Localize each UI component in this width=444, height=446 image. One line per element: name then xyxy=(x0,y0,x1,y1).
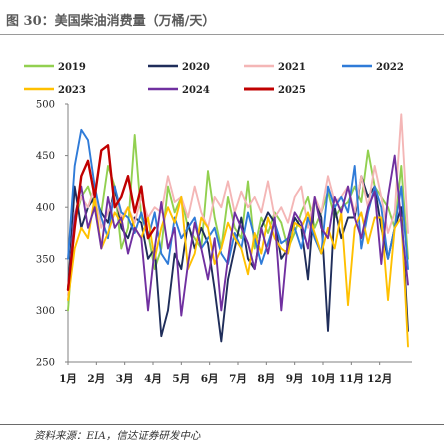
y-tick-label: 250 xyxy=(36,358,55,369)
axes: 250 300 350 400 450 500 1月 2月 3月 4月 5月 6月 7月 8月 9月 10月 1… xyxy=(36,100,412,385)
source-note: 资料来源：EIA，信达证券研发中心 xyxy=(34,430,201,442)
legend-item-2019: 2019 xyxy=(24,62,86,73)
x-tick-label: 7月 xyxy=(229,373,247,385)
legend-item-2023: 2023 xyxy=(24,85,86,96)
title-divider xyxy=(0,34,444,35)
series-line-2024 xyxy=(67,154,409,317)
legend-label-2022: 2022 xyxy=(376,62,404,73)
legend-label-2019: 2019 xyxy=(58,62,86,73)
legend-item-2024: 2024 xyxy=(148,85,210,96)
legend-item-2022: 2022 xyxy=(342,62,404,73)
x-tick-label: 11月 xyxy=(339,373,364,385)
x-tick-label: 5月 xyxy=(172,373,190,385)
series-layer xyxy=(66,113,409,348)
x-tick-label: 2月 xyxy=(87,373,105,385)
source-divider xyxy=(0,424,444,425)
legend-item-2025: 2025 xyxy=(244,85,306,96)
x-tick-label: 10月 xyxy=(310,373,335,385)
legend-label-2023: 2023 xyxy=(58,85,86,96)
legend: 2019 2020 2021 2022 2023 2024 2025 xyxy=(24,62,404,96)
figure-title: 图 30：美国柴油消费量（万桶/天） xyxy=(6,14,216,29)
legend-label-2024: 2024 xyxy=(182,85,210,96)
y-tick-label: 500 xyxy=(36,100,55,111)
y-tick-label: 300 xyxy=(36,306,55,317)
series-line-2023 xyxy=(67,195,409,348)
x-tick-label: 3月 xyxy=(116,373,134,385)
x-tick-label: 8月 xyxy=(257,373,275,385)
x-tick-label: 4月 xyxy=(144,373,162,385)
diesel-consumption-chart: 2019 2020 2021 2022 2023 2024 2025 250 300 350 40… xyxy=(24,62,412,385)
legend-label-2020: 2020 xyxy=(182,62,210,73)
legend-label-2021: 2021 xyxy=(278,62,306,73)
y-tick-label: 350 xyxy=(36,254,55,265)
legend-item-2020: 2020 xyxy=(148,62,210,73)
x-tick-label: 6月 xyxy=(201,373,219,385)
x-tick-label: 1月 xyxy=(59,373,77,385)
legend-label-2025: 2025 xyxy=(278,85,306,96)
y-tick-label: 400 xyxy=(36,203,55,214)
y-tick-label: 450 xyxy=(36,151,55,162)
x-tick-label: 9月 xyxy=(286,373,304,385)
series-line-2025 xyxy=(66,144,156,291)
legend-item-2021: 2021 xyxy=(244,62,306,73)
x-tick-label: 12月 xyxy=(367,373,392,385)
